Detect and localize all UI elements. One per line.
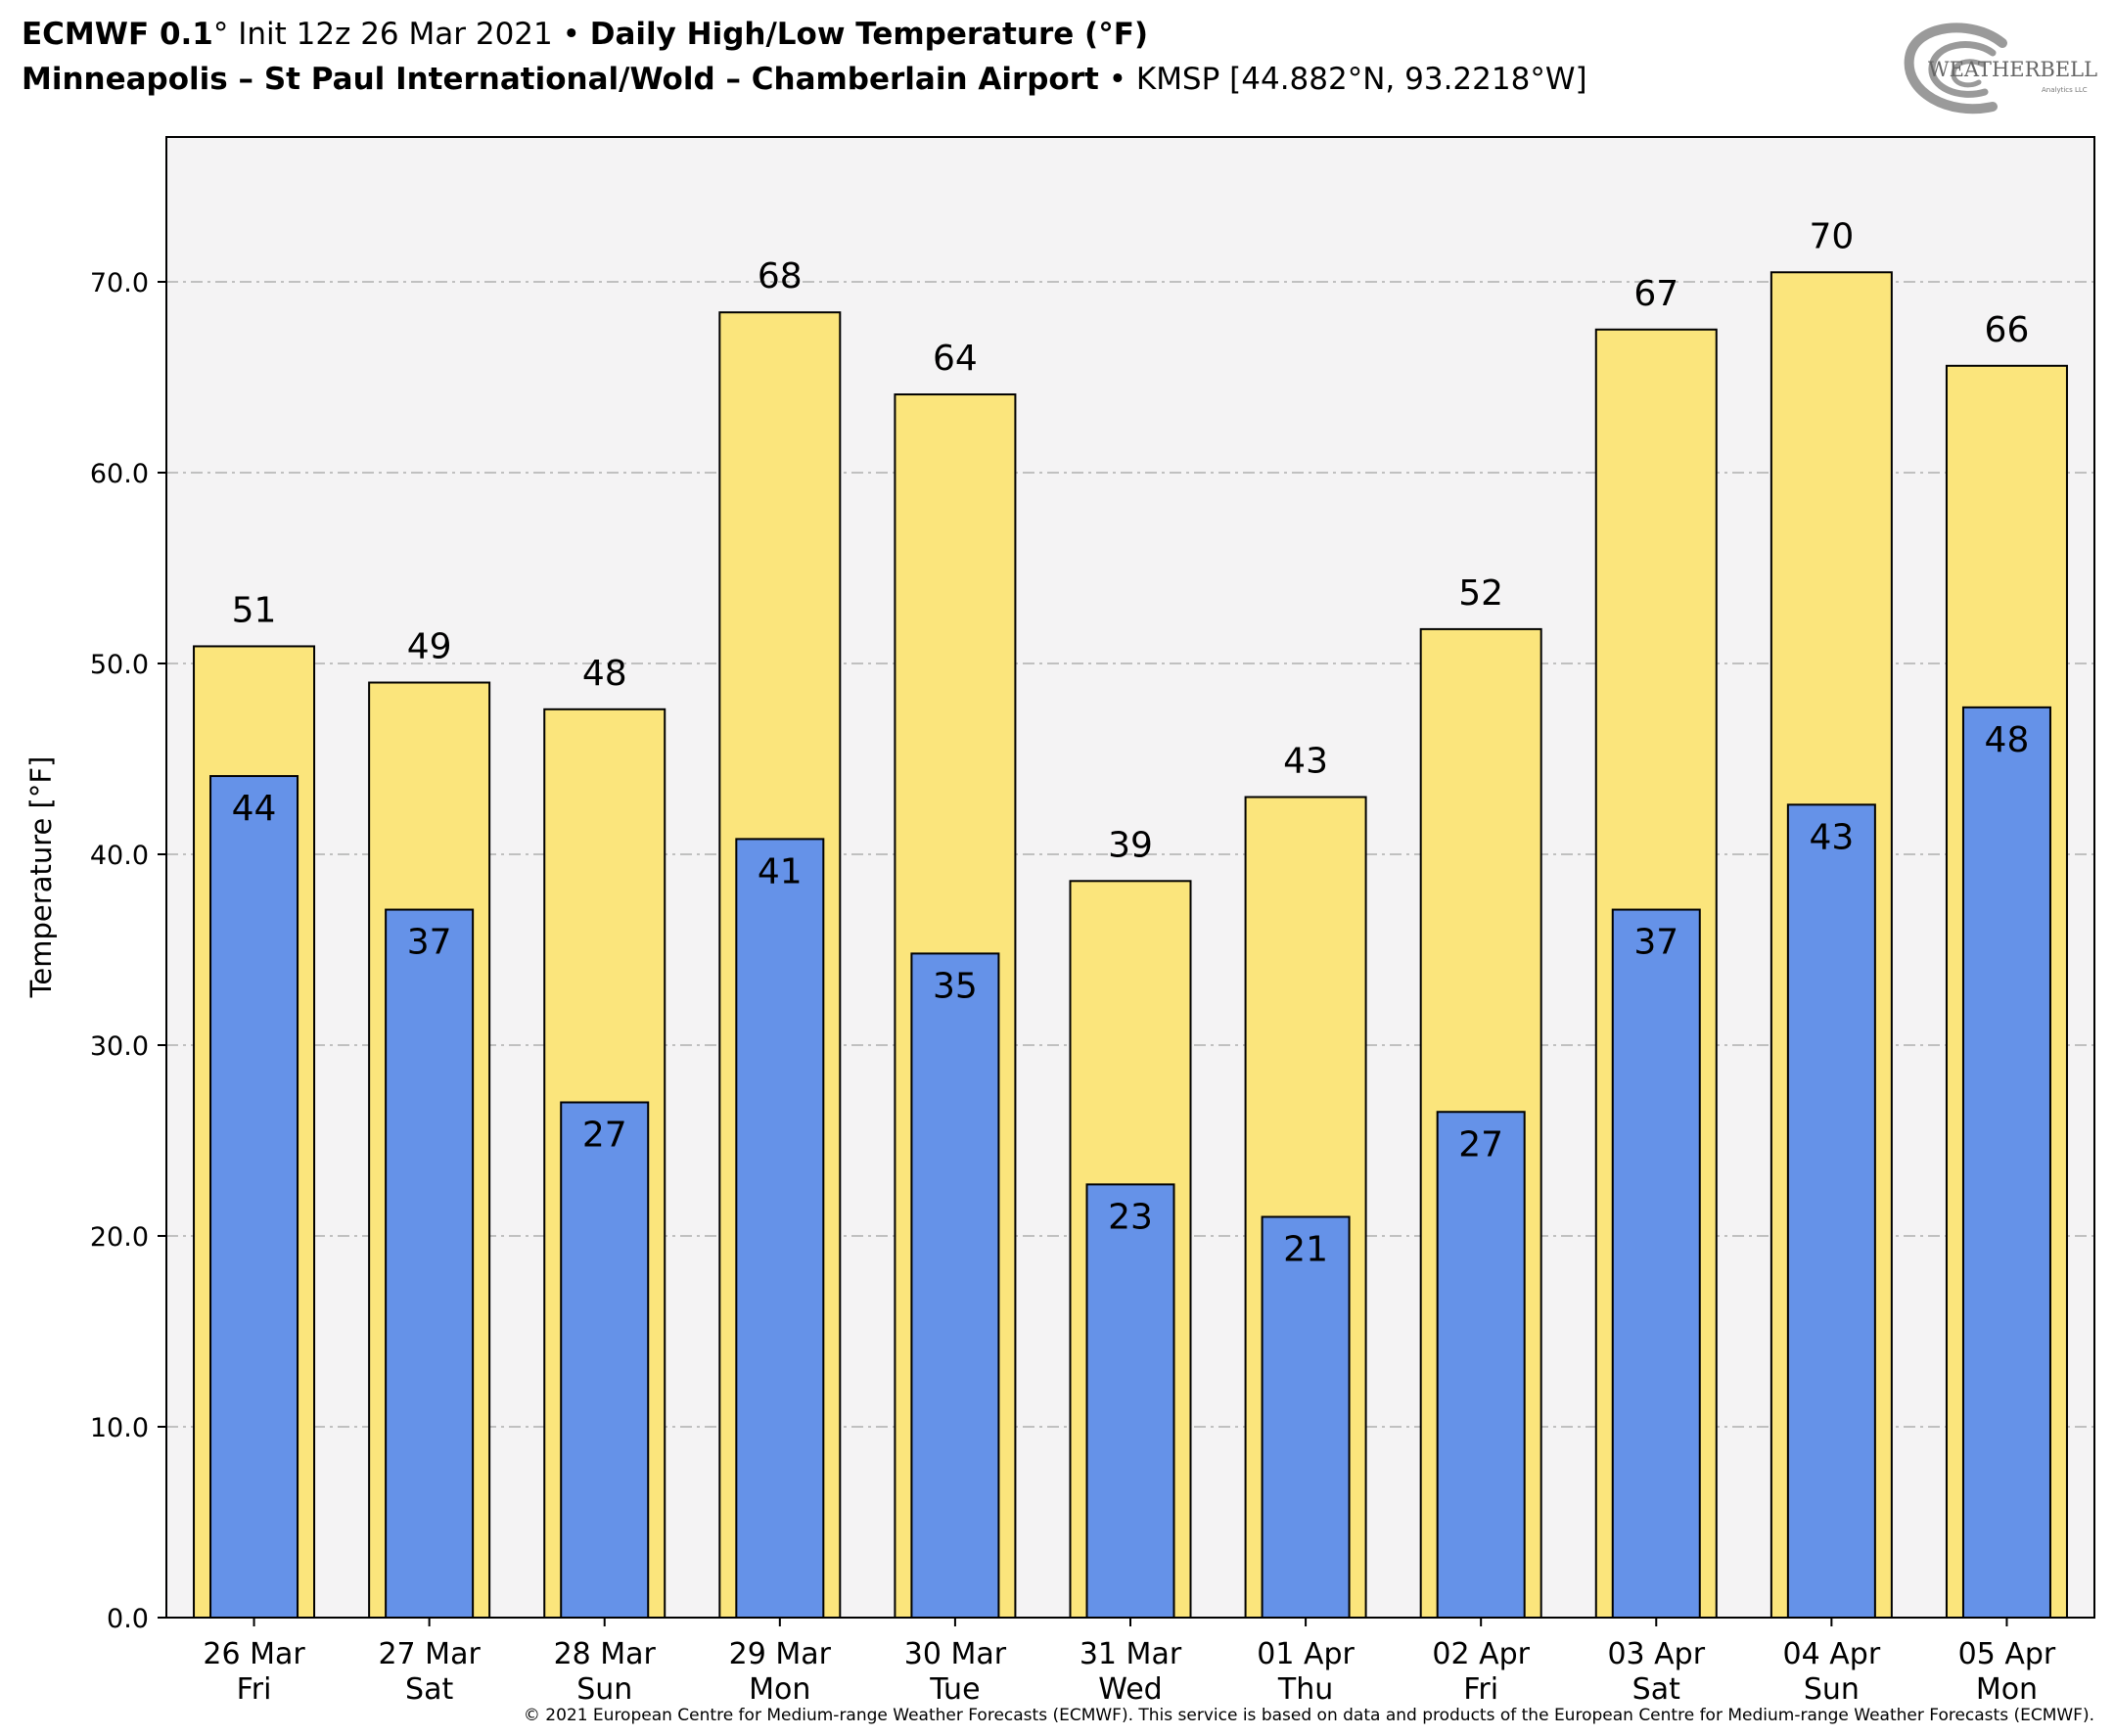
low-temp-label: 43 xyxy=(1809,817,1854,857)
header-line-1: ECMWF 0.1° Init 12z 26 Mar 2021 • Daily … xyxy=(22,12,1587,57)
high-temp-label: 64 xyxy=(933,339,978,379)
high-temp-label: 49 xyxy=(407,627,452,667)
separator-dot: • xyxy=(1108,62,1126,97)
x-tick-label-date: 03 Apr xyxy=(1607,1637,1705,1671)
product-title: Daily High/Low Temperature (°F) xyxy=(589,17,1149,52)
location-name: Minneapolis – St Paul International/Wold… xyxy=(22,62,1099,97)
logo-subtext: Analytics LLC xyxy=(2042,86,2088,94)
high-temp-label: 68 xyxy=(758,256,803,297)
high-temp-label: 66 xyxy=(1985,310,2030,350)
x-tick-label-weekday: Wed xyxy=(1098,1672,1162,1707)
x-tick-label-weekday: Mon xyxy=(749,1672,810,1707)
low-temp-bar xyxy=(209,775,299,1619)
low-temp-bar xyxy=(1436,1111,1526,1619)
low-temp-label: 44 xyxy=(232,789,277,829)
low-temp-bar xyxy=(1085,1183,1175,1619)
y-tick-label: 70.0 xyxy=(90,268,149,298)
y-tick-label: 50.0 xyxy=(90,650,149,680)
chart-header: ECMWF 0.1° Init 12z 26 Mar 2021 • Daily … xyxy=(22,12,1587,102)
x-tick-label-date: 29 Mar xyxy=(729,1637,832,1671)
high-temp-label: 48 xyxy=(582,654,627,694)
copyright-footer: © 2021 European Centre for Medium-range … xyxy=(523,1706,2094,1725)
low-temp-label: 37 xyxy=(1633,923,1678,963)
x-tick-label-date: 26 Mar xyxy=(203,1637,305,1671)
low-temp-bar xyxy=(385,908,475,1619)
x-tick-label-date: 28 Mar xyxy=(554,1637,657,1671)
y-tick-label: 40.0 xyxy=(90,841,149,871)
x-tick-label-date: 01 Apr xyxy=(1257,1637,1355,1671)
logo-text: WEATHERBELL xyxy=(1928,58,2097,81)
low-temp-bar xyxy=(1611,908,1701,1619)
high-temp-label: 51 xyxy=(232,590,277,630)
bars-layer: 51 44 49 37 48 27 68 41 64 35 39 23 43 21 52 27 67 37 70 43… xyxy=(193,216,2068,1620)
x-tick-label-weekday: Sun xyxy=(1804,1672,1860,1707)
high-temp-label: 39 xyxy=(1108,825,1153,865)
low-temp-label: 23 xyxy=(1108,1197,1153,1237)
separator-dot: • xyxy=(562,17,580,52)
x-tick-label-weekday: Thu xyxy=(1277,1672,1333,1707)
x-tick-label-date: 27 Mar xyxy=(378,1637,481,1671)
low-temp-label: 27 xyxy=(1458,1124,1503,1165)
high-temp-label: 70 xyxy=(1809,216,1854,256)
x-tick-label-weekday: Fri xyxy=(237,1672,272,1707)
high-temp-label: 43 xyxy=(1283,742,1328,782)
low-temp-bar xyxy=(1261,1215,1351,1619)
low-temp-label: 27 xyxy=(582,1116,627,1156)
axis-layer: 0.010.020.030.040.050.060.070.026 MarFri… xyxy=(90,268,2056,1707)
x-tick-label-weekday: Sun xyxy=(576,1672,632,1707)
y-tick-label: 0.0 xyxy=(107,1604,149,1634)
low-temp-bar xyxy=(560,1101,650,1619)
logo-swirl-icon xyxy=(1904,23,2007,114)
x-tick-label-date: 04 Apr xyxy=(1783,1637,1881,1671)
weatherbell-logo: WEATHERBELL Analytics LLC xyxy=(1904,23,2097,114)
y-tick-label: 30.0 xyxy=(90,1031,149,1062)
low-temp-bar xyxy=(910,952,1000,1619)
low-temp-label: 21 xyxy=(1283,1230,1328,1270)
x-tick-label-weekday: Mon xyxy=(1976,1672,2038,1707)
high-temp-label: 67 xyxy=(1633,274,1678,314)
high-temp-label: 52 xyxy=(1458,573,1503,614)
x-tick-label-weekday: Fri xyxy=(1463,1672,1498,1707)
low-temp-bar xyxy=(1961,706,2051,1619)
y-tick-label: 20.0 xyxy=(90,1222,149,1253)
low-temp-label: 48 xyxy=(1985,720,2030,760)
x-tick-label-weekday: Sat xyxy=(1632,1672,1680,1707)
x-tick-label-date: 31 Mar xyxy=(1080,1637,1182,1671)
station-info: KMSP [44.882°N, 93.2218°W] xyxy=(1135,62,1587,97)
low-temp-label: 35 xyxy=(933,966,978,1006)
x-tick-label-weekday: Tue xyxy=(929,1672,980,1707)
x-tick-label-date: 05 Apr xyxy=(1958,1637,2056,1671)
low-temp-bar xyxy=(735,838,825,1619)
y-axis-title: Temperature [°F] xyxy=(24,756,58,999)
model-name: ECMWF 0.1 xyxy=(22,17,213,52)
init-time: ° Init 12z 26 Mar 2021 xyxy=(212,17,553,52)
low-temp-label: 37 xyxy=(407,923,452,963)
x-tick-label-weekday: Sat xyxy=(405,1672,453,1707)
header-line-2: Minneapolis – St Paul International/Wold… xyxy=(22,57,1587,102)
y-tick-label: 60.0 xyxy=(90,459,149,489)
y-tick-label: 10.0 xyxy=(90,1413,149,1443)
low-temp-label: 41 xyxy=(758,851,803,891)
low-temp-bar xyxy=(1786,803,1876,1619)
x-tick-label-date: 30 Mar xyxy=(904,1637,1007,1671)
x-tick-label-date: 02 Apr xyxy=(1432,1637,1530,1671)
